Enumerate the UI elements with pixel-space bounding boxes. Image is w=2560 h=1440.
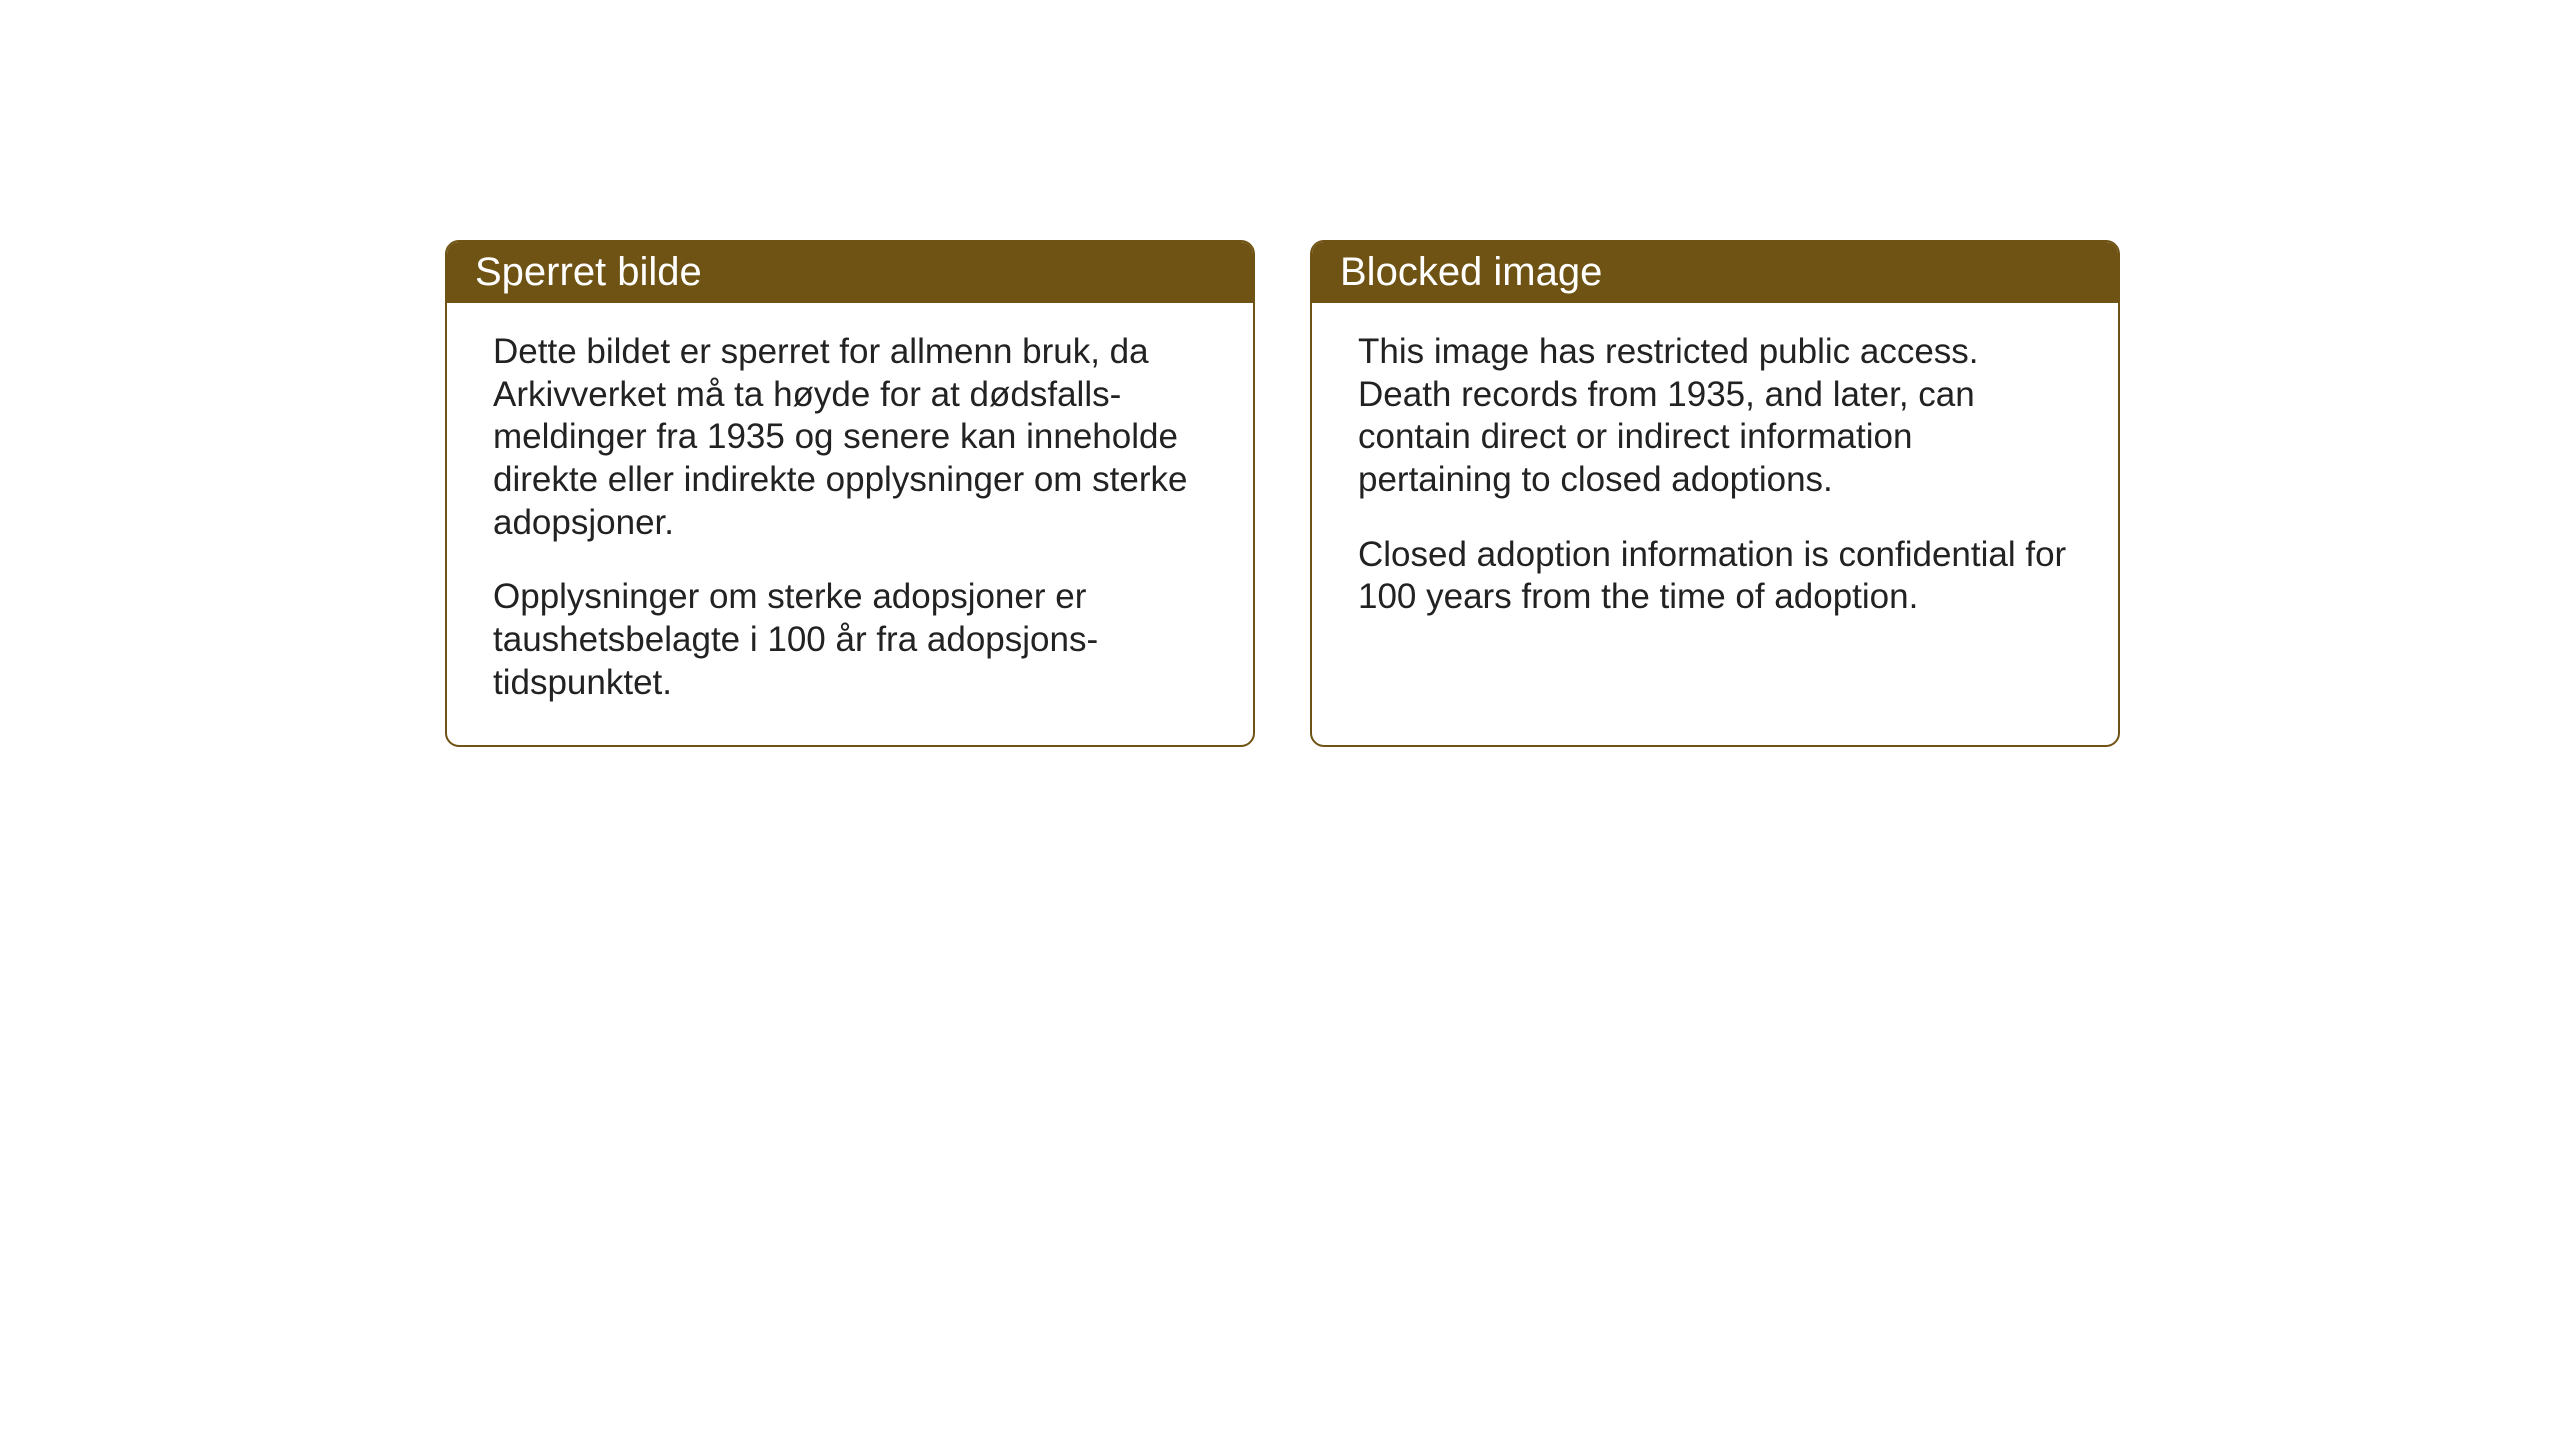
card-english: Blocked image This image has restricted … xyxy=(1310,240,2120,747)
cards-container: Sperret bilde Dette bildet er sperret fo… xyxy=(445,240,2120,747)
card-english-paragraph-1: This image has restricted public access.… xyxy=(1358,331,2072,502)
card-norwegian-header: Sperret bilde xyxy=(447,242,1253,303)
card-norwegian: Sperret bilde Dette bildet er sperret fo… xyxy=(445,240,1255,747)
card-norwegian-title: Sperret bilde xyxy=(475,250,702,294)
card-english-body: This image has restricted public access.… xyxy=(1312,303,2118,659)
card-english-paragraph-2: Closed adoption information is confident… xyxy=(1358,534,2072,619)
card-norwegian-paragraph-2: Opplysninger om sterke adopsjoner er tau… xyxy=(493,576,1207,704)
card-english-header: Blocked image xyxy=(1312,242,2118,303)
card-norwegian-paragraph-1: Dette bildet er sperret for allmenn bruk… xyxy=(493,331,1207,544)
card-norwegian-body: Dette bildet er sperret for allmenn bruk… xyxy=(447,303,1253,745)
card-english-title: Blocked image xyxy=(1340,250,1602,294)
